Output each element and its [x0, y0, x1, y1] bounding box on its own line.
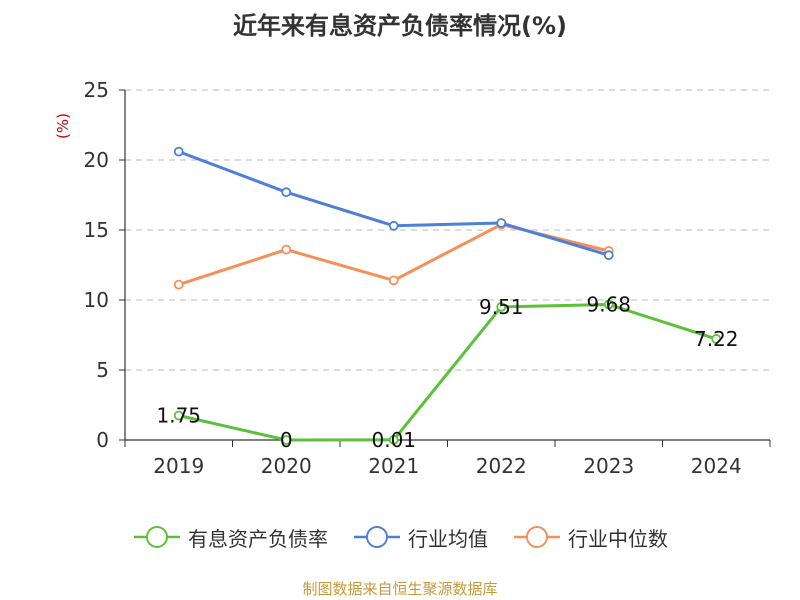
x-tick-label: 2019	[153, 454, 204, 478]
legend-item[interactable]: 行业中位数	[512, 523, 668, 552]
legend-item[interactable]: 有息资产负债率	[132, 523, 328, 552]
y-tick-label: 20	[84, 148, 109, 172]
data-label: 0.01	[371, 428, 416, 452]
data-label: 9.68	[586, 292, 631, 316]
data-point[interactable]	[173, 146, 184, 157]
x-tick-label: 2020	[261, 454, 312, 478]
axes: 0 5 10 15 20 25 2019 2020 2021 2022 2023 2024	[84, 78, 771, 478]
data-point[interactable]	[173, 410, 184, 421]
source-note: 制图数据来自恒生聚源数据库	[302, 580, 498, 598]
x-tick-label: 2023	[583, 454, 634, 478]
x-tick-label: 2022	[476, 454, 527, 478]
y-tick-label: 5	[96, 358, 109, 382]
data-point[interactable]	[281, 435, 292, 445]
x-tick-label: 2021	[368, 454, 419, 478]
data-point[interactable]	[388, 275, 399, 286]
data-labels: 1.75 0 0.01 9.51 9.68 7.22	[156, 292, 738, 452]
data-label: 7.22	[694, 327, 739, 351]
data-point[interactable]	[603, 299, 614, 310]
chart-title: 近年来有息资产负债率情况(%)	[233, 12, 567, 40]
y-axis-unit-label: (%)	[54, 113, 72, 139]
x-tick-label: 2024	[691, 454, 742, 478]
legend-item[interactable]: 行业均值	[352, 523, 488, 552]
legend-label: 行业中位数	[568, 526, 668, 551]
data-point[interactable]	[173, 279, 184, 290]
data-point[interactable]	[496, 218, 507, 228]
y-tick-label: 0	[96, 428, 109, 452]
data-point[interactable]	[388, 220, 399, 231]
series-line	[178, 150, 610, 257]
legend-label: 行业均值	[408, 526, 488, 551]
y-tick-label: 25	[84, 78, 109, 102]
data-point[interactable]	[603, 250, 614, 261]
legend-marker-icon	[514, 526, 560, 548]
legend: 有息资产负债率 行业均值 行业中位数	[0, 520, 800, 554]
legend-marker-icon	[134, 526, 180, 548]
legend-label: 有息资产负债率	[188, 526, 328, 551]
data-label: 0	[280, 428, 293, 452]
data-label: 1.75	[156, 404, 201, 428]
data-point[interactable]	[711, 334, 722, 344]
grid-lines	[125, 89, 770, 371]
y-tick-label: 15	[84, 218, 109, 242]
data-point[interactable]	[496, 301, 507, 312]
data-point[interactable]	[388, 434, 399, 445]
y-tick-label: 10	[84, 288, 109, 312]
series-lines	[173, 146, 722, 445]
legend-marker-icon	[354, 526, 400, 548]
series-line	[178, 302, 717, 442]
data-label: 9.51	[479, 295, 524, 319]
data-point[interactable]	[281, 244, 292, 255]
data-point[interactable]	[281, 187, 292, 198]
